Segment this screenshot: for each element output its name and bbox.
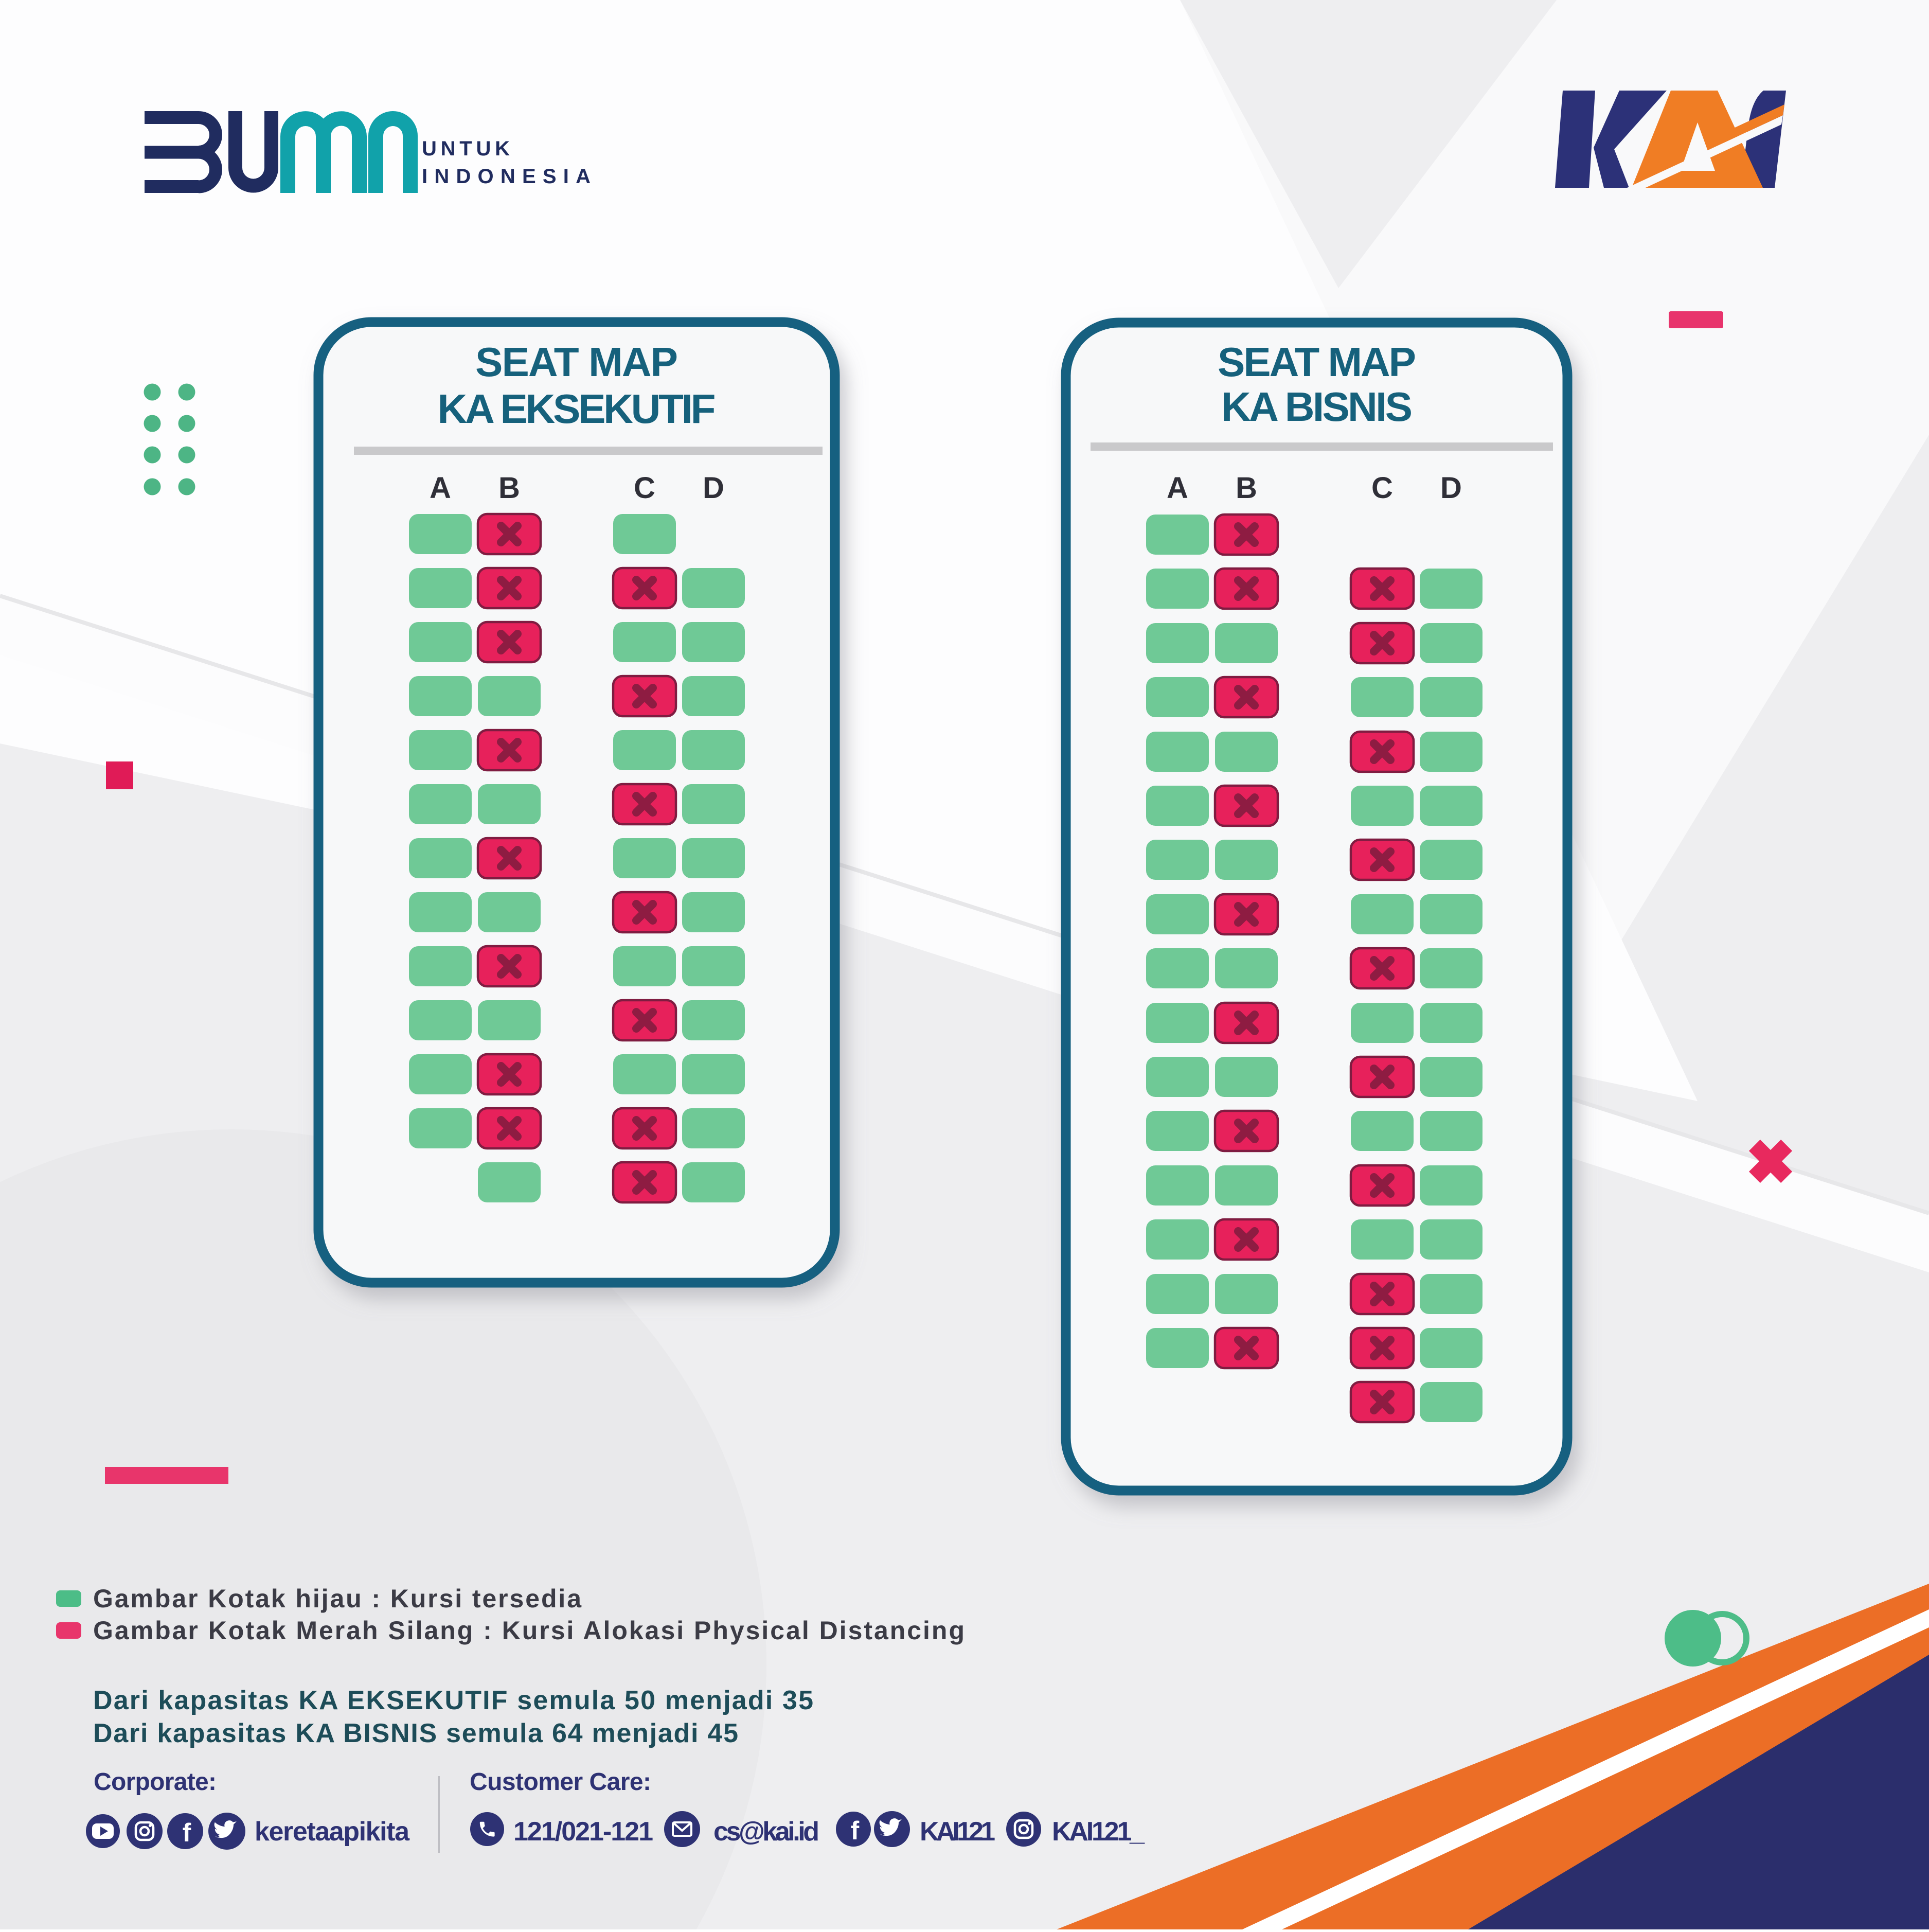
svg-text:KAI121: KAI121 bbox=[920, 1817, 995, 1847]
svg-text:UNTUK: UNTUK bbox=[422, 137, 510, 160]
svg-text:B: B bbox=[1236, 471, 1257, 505]
svg-text:Gambar Kotak hijau : Kursi ter: Gambar Kotak hijau : Kursi tersedia bbox=[93, 1584, 582, 1613]
svg-text:SEAT MAP: SEAT MAP bbox=[1218, 339, 1416, 385]
svg-text:B: B bbox=[498, 471, 520, 505]
svg-text:D: D bbox=[1440, 471, 1462, 505]
svg-text:Gambar Kotak Merah Silang : Ku: Gambar Kotak Merah Silang : Kursi Alokas… bbox=[93, 1616, 964, 1645]
svg-text:Dari kapasitas KA EKSEKUTIF se: Dari kapasitas KA EKSEKUTIF semula 50 me… bbox=[93, 1686, 813, 1715]
svg-text:KA BISNIS: KA BISNIS bbox=[1221, 384, 1413, 430]
svg-text:KA EKSEKUTIF: KA EKSEKUTIF bbox=[438, 386, 716, 432]
svg-text:f: f bbox=[183, 1818, 191, 1847]
svg-text:A: A bbox=[1167, 471, 1188, 505]
svg-text:121/021-121: 121/021-121 bbox=[513, 1817, 653, 1847]
svg-text:SEAT MAP: SEAT MAP bbox=[475, 339, 678, 385]
svg-text:f: f bbox=[851, 1816, 860, 1845]
svg-text:C: C bbox=[1371, 471, 1393, 505]
svg-text:keretaapikita: keretaapikita bbox=[255, 1817, 410, 1847]
svg-text:Customer Care:: Customer Care: bbox=[470, 1768, 651, 1796]
svg-text:D: D bbox=[703, 471, 724, 505]
svg-text:INDONESIA: INDONESIA bbox=[422, 165, 591, 188]
svg-text:KAI121_: KAI121_ bbox=[1052, 1817, 1145, 1847]
svg-text:Dari kapasitas KA BISNIS semul: Dari kapasitas KA BISNIS semula 64 menja… bbox=[93, 1718, 738, 1748]
svg-text:Corporate:: Corporate: bbox=[94, 1768, 217, 1796]
svg-text:A: A bbox=[430, 471, 451, 505]
svg-text:C: C bbox=[634, 471, 655, 505]
svg-text:cs@kai.id: cs@kai.id bbox=[713, 1817, 819, 1847]
